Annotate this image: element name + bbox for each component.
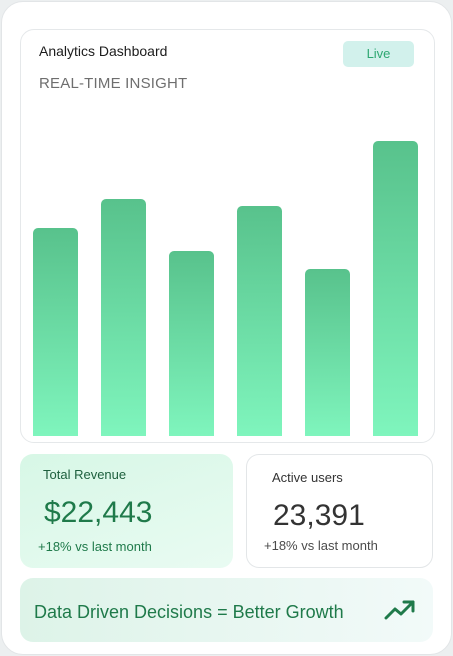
active-users-label: Active users xyxy=(272,470,343,485)
banner-text: Data Driven Decisions = Better Growth xyxy=(34,602,344,622)
active-users-card[interactable]: Active users 23,391 +18% vs last month xyxy=(246,454,433,568)
revenue-value: $22,443 xyxy=(44,496,153,529)
chart-bar xyxy=(33,228,78,436)
chart-bar xyxy=(169,251,214,436)
card-title: Analytics Dashboard xyxy=(39,43,168,59)
chart-bar xyxy=(101,199,146,436)
bar-chart xyxy=(21,30,434,442)
chart-card: Analytics Dashboard REAL-TIME INSIGHT Li… xyxy=(20,29,435,443)
chart-bar xyxy=(305,269,350,436)
revenue-change: +18% vs last month xyxy=(38,539,152,554)
chart-bar xyxy=(237,206,282,436)
revenue-label: Total Revenue xyxy=(43,467,127,482)
growth-banner[interactable]: Data Driven Decisions = Better Growth xyxy=(20,578,433,642)
revenue-card[interactable]: Total Revenue $22,443 +18% vs last month xyxy=(20,454,233,568)
active-users-change: +18% vs last month xyxy=(264,538,378,553)
live-badge[interactable]: Live xyxy=(343,41,414,67)
card-subtitle: REAL-TIME INSIGHT xyxy=(39,75,188,92)
chart-bar xyxy=(373,141,418,436)
active-users-value: 23,391 xyxy=(273,499,365,532)
trending-up-icon xyxy=(384,600,415,620)
